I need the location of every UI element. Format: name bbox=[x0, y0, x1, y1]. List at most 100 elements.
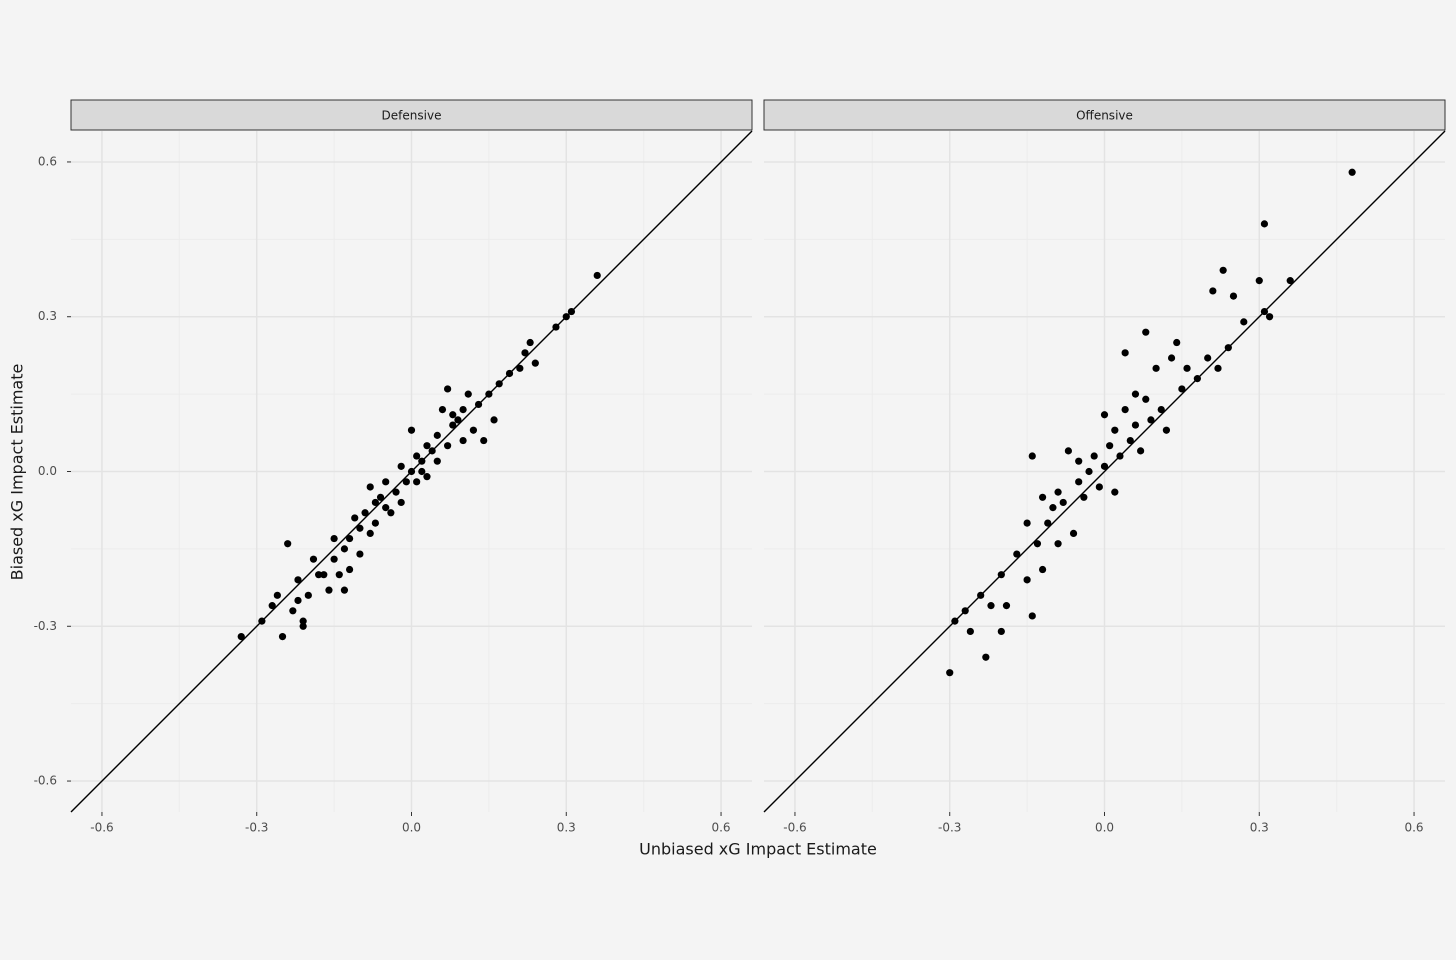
point bbox=[1075, 478, 1083, 486]
identity-line bbox=[763, 130, 1446, 813]
point bbox=[961, 607, 969, 615]
y-tick-label: 0.0 bbox=[38, 464, 57, 478]
point bbox=[1219, 266, 1227, 274]
point bbox=[444, 442, 452, 450]
point bbox=[449, 411, 457, 419]
point bbox=[1075, 457, 1083, 465]
point bbox=[304, 591, 312, 599]
point bbox=[1023, 576, 1031, 584]
facet-label: Defensive bbox=[382, 109, 442, 123]
point bbox=[351, 514, 359, 522]
point bbox=[526, 338, 534, 347]
y-tick-label: -0.3 bbox=[34, 619, 57, 633]
point bbox=[1126, 436, 1134, 445]
point bbox=[1260, 220, 1269, 228]
point bbox=[495, 380, 503, 388]
point bbox=[1214, 364, 1222, 372]
point bbox=[294, 596, 302, 605]
point bbox=[1002, 602, 1011, 610]
point bbox=[474, 400, 483, 409]
point bbox=[1116, 452, 1124, 460]
point bbox=[987, 602, 995, 610]
point bbox=[423, 473, 431, 481]
facet-strip bbox=[70, 99, 753, 131]
point bbox=[1054, 488, 1062, 496]
x-tick-label: -0.3 bbox=[938, 821, 961, 835]
point bbox=[284, 540, 292, 548]
point bbox=[1152, 364, 1160, 372]
point bbox=[315, 571, 323, 579]
point bbox=[366, 529, 374, 538]
x-tick-label: -0.6 bbox=[783, 821, 806, 835]
point bbox=[418, 467, 426, 476]
point bbox=[1137, 447, 1145, 455]
point bbox=[397, 462, 405, 470]
point bbox=[552, 323, 560, 331]
point bbox=[1131, 421, 1140, 429]
x-tick-label: 0.6 bbox=[1404, 821, 1423, 835]
point bbox=[464, 390, 472, 398]
point bbox=[444, 385, 452, 393]
point bbox=[1095, 483, 1103, 491]
point bbox=[1044, 519, 1052, 527]
point bbox=[407, 467, 416, 476]
point bbox=[1059, 498, 1067, 507]
point bbox=[982, 653, 990, 661]
point bbox=[521, 349, 529, 357]
point bbox=[1038, 493, 1047, 501]
point bbox=[531, 359, 539, 367]
point bbox=[258, 617, 266, 625]
point bbox=[345, 565, 354, 574]
point bbox=[382, 478, 390, 486]
point bbox=[1204, 354, 1212, 362]
point bbox=[449, 421, 457, 429]
point bbox=[407, 426, 416, 434]
point bbox=[371, 519, 379, 527]
point bbox=[1162, 426, 1171, 434]
x-tick-label: -0.3 bbox=[245, 821, 268, 835]
point bbox=[413, 478, 421, 486]
point bbox=[1106, 442, 1114, 450]
point bbox=[1240, 318, 1248, 326]
point bbox=[1348, 168, 1356, 176]
point bbox=[1121, 349, 1129, 357]
point bbox=[951, 617, 959, 625]
point bbox=[1142, 328, 1150, 336]
point bbox=[1111, 488, 1119, 496]
point bbox=[392, 488, 400, 496]
point bbox=[340, 545, 349, 553]
point bbox=[418, 457, 426, 465]
point bbox=[340, 586, 349, 594]
point bbox=[1209, 287, 1217, 295]
point bbox=[1183, 364, 1191, 372]
point bbox=[366, 483, 374, 491]
point bbox=[371, 498, 379, 507]
point bbox=[997, 571, 1005, 579]
point bbox=[402, 478, 410, 486]
point bbox=[593, 271, 601, 280]
point bbox=[1028, 452, 1036, 460]
x-tick-label: 0.0 bbox=[1095, 821, 1114, 835]
x-tick-label: 0.6 bbox=[711, 821, 730, 835]
point bbox=[1049, 504, 1057, 512]
point bbox=[413, 452, 421, 460]
point bbox=[361, 509, 369, 517]
point bbox=[325, 586, 333, 594]
x-tick-label: 0.0 bbox=[402, 821, 421, 835]
point bbox=[423, 442, 431, 450]
point bbox=[1157, 405, 1165, 414]
point bbox=[1173, 338, 1181, 347]
facet-label: Offensive bbox=[1076, 109, 1133, 123]
point bbox=[1193, 375, 1201, 383]
point bbox=[428, 447, 436, 455]
x-tick-label: 0.3 bbox=[557, 821, 576, 835]
point bbox=[1255, 277, 1263, 285]
point bbox=[438, 405, 447, 414]
point bbox=[1121, 405, 1129, 414]
point bbox=[485, 390, 493, 398]
point bbox=[1033, 540, 1042, 548]
point bbox=[1023, 519, 1031, 527]
point bbox=[1013, 550, 1021, 558]
point bbox=[330, 534, 338, 543]
